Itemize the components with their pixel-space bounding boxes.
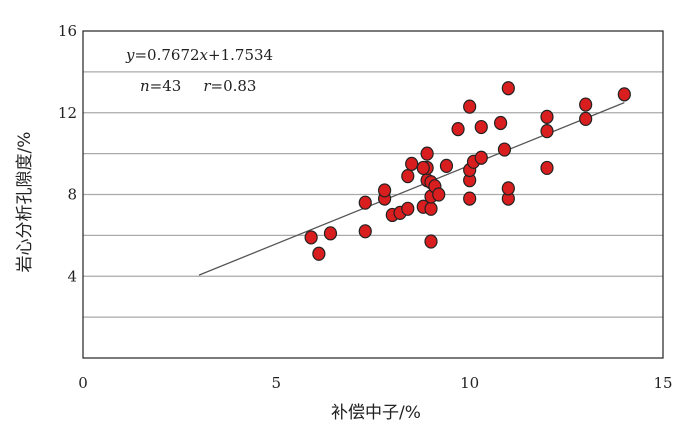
data-point: [579, 97, 593, 112]
stats-n-value: =43: [150, 77, 182, 95]
equation-y-var: y: [125, 46, 135, 64]
fit-line-group: [198, 102, 625, 276]
regression-stats: n=43 r=0.83: [140, 77, 256, 95]
x-tick-label: 0: [78, 374, 88, 392]
data-point: [451, 122, 465, 137]
data-point: [304, 230, 318, 245]
data-point: [501, 81, 515, 96]
data-point: [501, 181, 515, 196]
data-point: [424, 234, 438, 249]
grid-lines: [83, 71, 663, 318]
data-point: [540, 109, 554, 124]
stats-r-value: =0.83: [211, 77, 257, 95]
equation-intercept: +1.7534: [208, 46, 273, 64]
data-point: [463, 191, 477, 206]
plot-area-frame: [82, 30, 664, 359]
x-tick-label: 5: [272, 374, 282, 392]
data-point: [312, 246, 326, 261]
data-point: [424, 201, 438, 216]
data-points: [304, 81, 631, 261]
data-point: [401, 201, 415, 216]
data-point: [463, 99, 477, 114]
data-point: [540, 124, 554, 139]
data-point: [439, 158, 454, 173]
data-point: [494, 115, 508, 131]
x-tick-labels: 0 5 10 15: [78, 374, 672, 392]
data-point: [497, 142, 512, 157]
data-point: [378, 183, 392, 198]
stats-r-var: r: [203, 77, 211, 95]
y-tick-label: 4: [67, 267, 77, 285]
regression-equation: y=0.7672x+1.7534: [125, 46, 273, 64]
equation-x-var: x: [200, 46, 209, 64]
y-tick-labels: 4 8 12 16: [58, 22, 77, 285]
data-point: [579, 111, 593, 126]
data-point: [474, 119, 488, 135]
data-point: [358, 224, 372, 239]
data-point: [540, 160, 554, 176]
data-point: [416, 160, 430, 176]
x-tick-label: 15: [653, 374, 672, 392]
x-tick-label: 10: [460, 374, 479, 392]
data-point: [432, 187, 446, 202]
y-tick-label: 12: [58, 104, 77, 122]
y-tick-label: 8: [67, 186, 77, 204]
regression-fit-line: [198, 102, 625, 276]
y-tick-label: 16: [58, 22, 77, 40]
data-point: [323, 226, 338, 241]
data-point: [401, 169, 415, 184]
data-point: [405, 156, 419, 171]
y-axis-title: 岩心分析孔隙度/%: [15, 132, 35, 273]
data-point: [474, 150, 488, 165]
data-point: [420, 146, 434, 161]
x-axis-title: 补偿中子/%: [331, 403, 421, 423]
data-point: [358, 195, 372, 210]
stats-n-var: n: [140, 77, 150, 95]
equation-coefficient: =0.7672: [134, 46, 199, 64]
data-point: [617, 87, 631, 102]
